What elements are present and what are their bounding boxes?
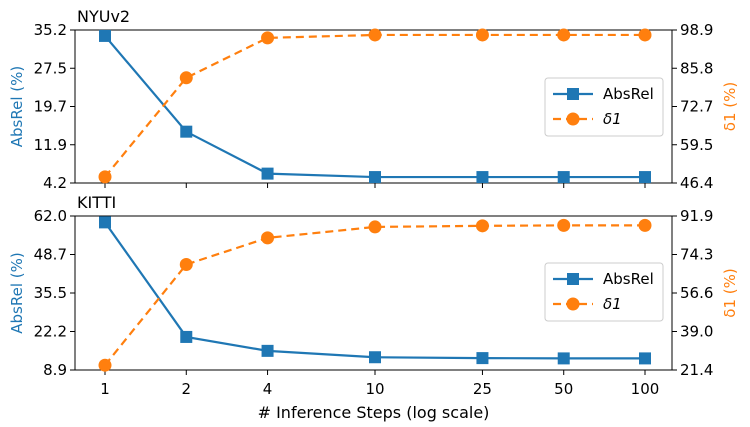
y-tick-label-right: 59.5 — [680, 136, 713, 154]
x-axis-label: # Inference Steps (log scale) — [258, 403, 490, 422]
y-tick-label-left: 35.5 — [34, 284, 67, 302]
legend-marker-absrel — [567, 88, 579, 100]
data-point-delta1 — [368, 220, 382, 234]
legend-label-absrel: AbsRel — [603, 85, 654, 103]
legend: AbsRel δ1 — [544, 77, 664, 137]
y-tick-label-right: 56.6 — [680, 284, 713, 302]
legend: AbsRel δ1 — [544, 262, 664, 322]
legend-marker-delta1 — [566, 297, 580, 311]
y-tick-label-left: 62.0 — [34, 207, 67, 225]
data-point-delta1 — [368, 28, 382, 42]
data-point-delta1 — [261, 231, 275, 245]
data-point-delta1 — [557, 218, 571, 232]
data-point-absrel — [261, 167, 274, 180]
data-point-absrel — [99, 29, 111, 42]
y-axis-label-right: δ1 (%) — [721, 268, 739, 317]
data-point-absrel — [639, 352, 651, 365]
x-tick-label: 1 — [100, 380, 110, 398]
legend-marker-delta1 — [566, 112, 580, 126]
y-tick-label-left: 35.2 — [34, 21, 67, 39]
y-tick-label-right: 21.4 — [680, 361, 713, 379]
y-axis-label-right: δ1 (%) — [721, 82, 739, 131]
y-tick-label-right: 91.9 — [680, 207, 713, 225]
data-point-absrel — [557, 171, 570, 184]
data-point-delta1 — [179, 257, 193, 271]
legend-label-delta1: δ1 — [603, 110, 622, 128]
data-point-absrel — [369, 351, 381, 364]
y-tick-label-right: 98.9 — [680, 21, 713, 39]
data-point-delta1 — [179, 71, 193, 85]
data-point-absrel — [180, 330, 193, 343]
data-point-absrel — [476, 352, 489, 365]
data-point-delta1 — [475, 219, 489, 233]
data-point-delta1 — [475, 28, 489, 42]
data-point-delta1 — [98, 358, 112, 372]
data-point-delta1 — [557, 28, 571, 42]
y-tick-label-right: 72.7 — [680, 98, 713, 116]
panel-kitti: KITTI 62.0 48.7 35.5 22.2 8.9 91.9 74.3 56.6 39.0… — [8, 193, 739, 398]
x-tick-label: 4 — [263, 380, 273, 398]
y-axis-label-left: AbsRel (%) — [8, 252, 26, 333]
legend-label-absrel: AbsRel — [603, 270, 654, 288]
y-tick-label-left: 19.7 — [34, 98, 67, 116]
legend-marker-absrel — [567, 273, 579, 285]
y-tick-label-left: 8.9 — [43, 361, 67, 379]
data-point-delta1 — [261, 31, 275, 45]
panel-title: NYUv2 — [77, 7, 130, 26]
y-tick-label-right: 46.4 — [680, 174, 713, 192]
y-tick-label-right: 85.8 — [680, 59, 713, 77]
y-tick-label-left: 11.9 — [34, 136, 67, 154]
data-point-absrel — [180, 125, 193, 138]
data-point-absrel — [369, 171, 381, 184]
y-axis-label-left: AbsRel (%) — [8, 66, 26, 147]
panel-nyuv2: NYUv2 35.2 27.5 19.7 11.9 4.2 98.9 85.8 72.7 59.5… — [8, 7, 739, 192]
x-tick-label: 50 — [554, 380, 573, 398]
data-point-absrel — [476, 171, 489, 184]
y-tick-label-right: 39.0 — [680, 323, 713, 341]
y-tick-label-left: 4.2 — [43, 174, 67, 192]
data-point-absrel — [639, 171, 651, 184]
data-point-delta1 — [638, 28, 652, 42]
y-tick-label-left: 22.2 — [34, 323, 67, 341]
data-point-delta1 — [98, 170, 112, 184]
y-tick-label-left: 27.5 — [34, 59, 67, 77]
x-tick-label: 10 — [365, 380, 384, 398]
panel-title: KITTI — [77, 193, 116, 212]
data-point-absrel — [557, 352, 570, 365]
x-tick-label: 25 — [473, 380, 492, 398]
data-point-absrel — [99, 216, 111, 229]
data-point-absrel — [261, 344, 274, 357]
x-tick-label: 100 — [631, 380, 660, 398]
y-tick-label-right: 74.3 — [680, 246, 713, 264]
y-tick-label-left: 48.7 — [34, 246, 67, 264]
x-tick-label: 2 — [182, 380, 192, 398]
data-point-delta1 — [638, 218, 652, 232]
legend-label-delta1: δ1 — [603, 295, 622, 313]
